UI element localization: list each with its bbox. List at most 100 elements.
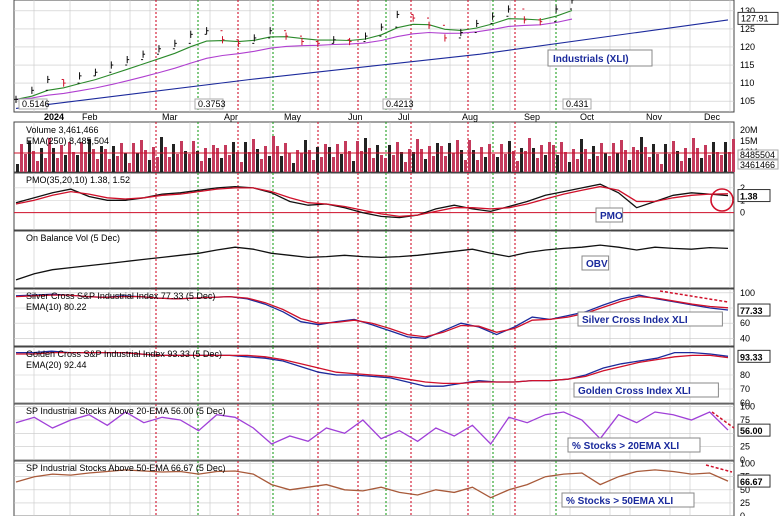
volume-bar xyxy=(356,141,359,172)
volume-bar xyxy=(496,157,499,172)
obv-label: OBV xyxy=(586,259,608,270)
volume-bar xyxy=(104,149,107,172)
pmo-title: PMO(35,20,10) 1.38, 1.52 xyxy=(26,175,130,185)
volume-bar xyxy=(32,151,35,172)
volume-bar xyxy=(312,160,315,172)
obv-series-line xyxy=(15,244,729,281)
price-annotation: 0.5146 xyxy=(22,99,50,109)
golden-label-box xyxy=(573,382,719,398)
y-tick-label: 50 xyxy=(740,485,750,495)
volume-bar xyxy=(468,140,471,172)
silver-subtitle: EMA(10) 80.22 xyxy=(26,302,87,312)
volume-bar xyxy=(124,153,127,172)
pmo-series-line xyxy=(15,185,729,218)
volume-tick-label: 20M xyxy=(740,125,758,135)
ema-long-line xyxy=(15,19,729,109)
price-last-label: 127.91 xyxy=(741,13,769,23)
volume-bar xyxy=(156,157,159,172)
silver-last-label: 77.33 xyxy=(740,306,763,316)
volume-bar xyxy=(240,162,243,172)
silver-series-line xyxy=(15,294,729,338)
volume-bar xyxy=(232,142,235,172)
x-axis-label: Feb xyxy=(82,112,98,122)
volume-bar xyxy=(196,151,199,172)
above50-last-label: 66.67 xyxy=(740,477,763,487)
x-axis-label: Dec xyxy=(704,112,721,122)
volume-bar xyxy=(64,155,67,172)
volume-bar xyxy=(724,142,727,172)
ema-short-line xyxy=(15,9,573,100)
y-tick-label: 125 xyxy=(740,24,755,34)
volume-bar xyxy=(580,139,583,172)
above20-series-line xyxy=(15,411,729,446)
volume-bar xyxy=(572,149,575,172)
volume-bar xyxy=(584,149,587,172)
volume-bar xyxy=(568,162,571,172)
volume-bar xyxy=(320,157,323,172)
volume-bar xyxy=(184,151,187,172)
volume-bar xyxy=(540,145,543,172)
volume-bar xyxy=(576,159,579,172)
volume-bar xyxy=(600,143,603,172)
golden-label: Golden Cross Index XLI xyxy=(578,386,691,397)
volume-bar xyxy=(460,150,463,172)
volume-bar xyxy=(404,162,407,172)
above20-trend-line xyxy=(711,411,735,429)
volume-bar xyxy=(708,155,711,172)
volume-bar xyxy=(128,163,131,172)
volume-bar xyxy=(392,155,395,172)
y-tick-label: 0 xyxy=(740,208,745,218)
volume-bar xyxy=(28,141,31,172)
price-annotation-box xyxy=(194,98,224,110)
volume-bar xyxy=(284,143,287,172)
volume-bar xyxy=(396,142,399,172)
above20-last-box xyxy=(737,423,771,437)
volume-bar xyxy=(380,155,383,172)
volume-bar xyxy=(604,153,607,172)
volume-bar xyxy=(512,151,515,172)
y-tick-label: 120 xyxy=(740,42,755,52)
volume-bar xyxy=(68,142,71,172)
volume-bar xyxy=(316,147,319,172)
volume-bar xyxy=(332,157,335,172)
volume-bar xyxy=(652,144,655,172)
volume-bar xyxy=(300,153,303,172)
volume-bar xyxy=(424,159,427,172)
volume-bar xyxy=(596,156,599,172)
volume-bar xyxy=(236,152,239,172)
volume-bar xyxy=(208,158,211,172)
volume-bar xyxy=(524,151,527,172)
silver-label: Silver Cross Index XLI xyxy=(582,315,688,326)
volume-bar xyxy=(116,156,119,172)
y-tick-label: 100 xyxy=(740,459,755,469)
volume-bar xyxy=(60,145,63,172)
volume-bar xyxy=(680,161,683,172)
ema-mid-line xyxy=(15,18,573,100)
volume-bar xyxy=(224,145,227,172)
volume-bar xyxy=(384,158,387,172)
volume-bar xyxy=(260,159,263,172)
y-tick-label: 100 xyxy=(740,288,755,298)
volume-bar xyxy=(732,139,735,172)
volume-bar xyxy=(656,154,659,172)
volume-bar xyxy=(564,152,567,172)
volume-bar xyxy=(268,156,271,172)
volume-bar xyxy=(432,156,435,172)
price-title-box xyxy=(547,49,653,67)
volume-bar xyxy=(616,153,619,172)
volume-bar xyxy=(304,140,307,172)
volume-bar xyxy=(328,147,331,172)
volume-bar xyxy=(728,152,731,172)
volume-bar xyxy=(56,158,59,172)
above20-label: % Stocks > 20EMA XLI xyxy=(572,441,679,452)
x-axis-label: Apr xyxy=(224,112,238,122)
volume-bar xyxy=(204,148,207,172)
y-tick-label: 40 xyxy=(740,333,750,343)
volume-bar xyxy=(528,138,531,172)
volume-bar xyxy=(288,153,291,172)
volume-bar xyxy=(672,141,675,172)
volume-bar xyxy=(264,146,267,172)
volume-bar xyxy=(280,156,283,172)
volume-bar xyxy=(500,144,503,172)
volume-bar xyxy=(340,154,343,172)
